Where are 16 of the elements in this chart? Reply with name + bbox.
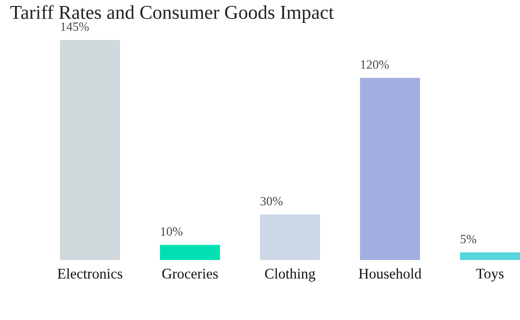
x-tick-label: Groceries <box>162 268 218 279</box>
x-tick-label: Clothing <box>265 268 316 282</box>
bar <box>160 244 220 260</box>
bar <box>260 214 320 260</box>
x-tick-label: Toys <box>476 268 504 282</box>
data-label: 30% <box>260 196 282 206</box>
data-label: 5% <box>460 234 476 244</box>
chart-title: Tariff Rates and Consumer Goods Impact <box>10 5 334 23</box>
bar <box>460 252 520 260</box>
bar <box>360 78 420 260</box>
bar <box>60 40 120 260</box>
x-tick-label: Household <box>358 268 422 279</box>
data-label: 145% <box>61 22 89 31</box>
data-label: 10% <box>161 227 182 236</box>
data-label: 120% <box>361 60 389 69</box>
x-tick-label: Electronics <box>58 268 122 279</box>
